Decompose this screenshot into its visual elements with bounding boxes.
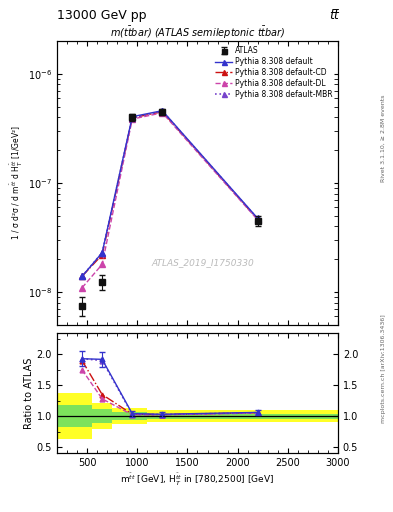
Pythia 8.308 default-DL [80, 285, 84, 291]
Pythia 8.308 default-CD [255, 216, 260, 222]
Y-axis label: Ratio to ATLAS: Ratio to ATLAS [24, 357, 34, 429]
X-axis label: m$^{\bar{t}t}$ [GeV], H$_T^{\bar{t}t}$ in [780,2500] [GeV]: m$^{\bar{t}t}$ [GeV], H$_T^{\bar{t}t}$ i… [121, 472, 274, 488]
Pythia 8.308 default-MBR [160, 108, 165, 114]
Pythia 8.308 default-DL [160, 110, 165, 116]
Pythia 8.308 default-MBR [255, 216, 260, 222]
Line: Pythia 8.308 default-CD: Pythia 8.308 default-CD [79, 109, 261, 279]
Pythia 8.308 default-CD [80, 273, 84, 280]
Text: Rivet 3.1.10, ≥ 2.8M events: Rivet 3.1.10, ≥ 2.8M events [381, 95, 386, 182]
Line: Pythia 8.308 default-MBR: Pythia 8.308 default-MBR [79, 109, 261, 279]
Pythia 8.308 default-CD [160, 109, 165, 115]
Pythia 8.308 default [130, 114, 135, 120]
Text: mcplots.cern.ch [arXiv:1306.3436]: mcplots.cern.ch [arXiv:1306.3436] [381, 314, 386, 423]
Pythia 8.308 default [255, 215, 260, 221]
Pythia 8.308 default-MBR [130, 115, 135, 121]
Pythia 8.308 default [160, 108, 165, 114]
Line: Pythia 8.308 default-DL: Pythia 8.308 default-DL [79, 110, 261, 290]
Pythia 8.308 default-CD [130, 115, 135, 121]
Pythia 8.308 default-MBR [100, 250, 105, 256]
Title: m(t$\bar{t}$bar) (ATLAS semileptonic t$\bar{t}$bar): m(t$\bar{t}$bar) (ATLAS semileptonic t$\… [110, 25, 285, 41]
Pythia 8.308 default-DL [255, 217, 260, 223]
Pythia 8.308 default-MBR [80, 273, 84, 280]
Pythia 8.308 default [100, 250, 105, 256]
Y-axis label: 1 / σ d²σ / d m$^{\bar{t}t}$ d H$_T^{\bar{t}t}$ [1/GeV²]: 1 / σ d²σ / d m$^{\bar{t}t}$ d H$_T^{\ba… [9, 125, 25, 241]
Pythia 8.308 default [80, 273, 84, 280]
Pythia 8.308 default-CD [100, 252, 105, 258]
Line: Pythia 8.308 default: Pythia 8.308 default [79, 108, 261, 279]
Legend: ATLAS, Pythia 8.308 default, Pythia 8.308 default-CD, Pythia 8.308 default-DL, P: ATLAS, Pythia 8.308 default, Pythia 8.30… [214, 45, 334, 100]
Text: ATLAS_2019_I1750330: ATLAS_2019_I1750330 [152, 258, 255, 267]
Pythia 8.308 default-DL [100, 261, 105, 267]
Text: 13000 GeV pp: 13000 GeV pp [57, 9, 147, 22]
Pythia 8.308 default-DL [130, 116, 135, 122]
Text: tt̅: tt̅ [329, 9, 339, 22]
